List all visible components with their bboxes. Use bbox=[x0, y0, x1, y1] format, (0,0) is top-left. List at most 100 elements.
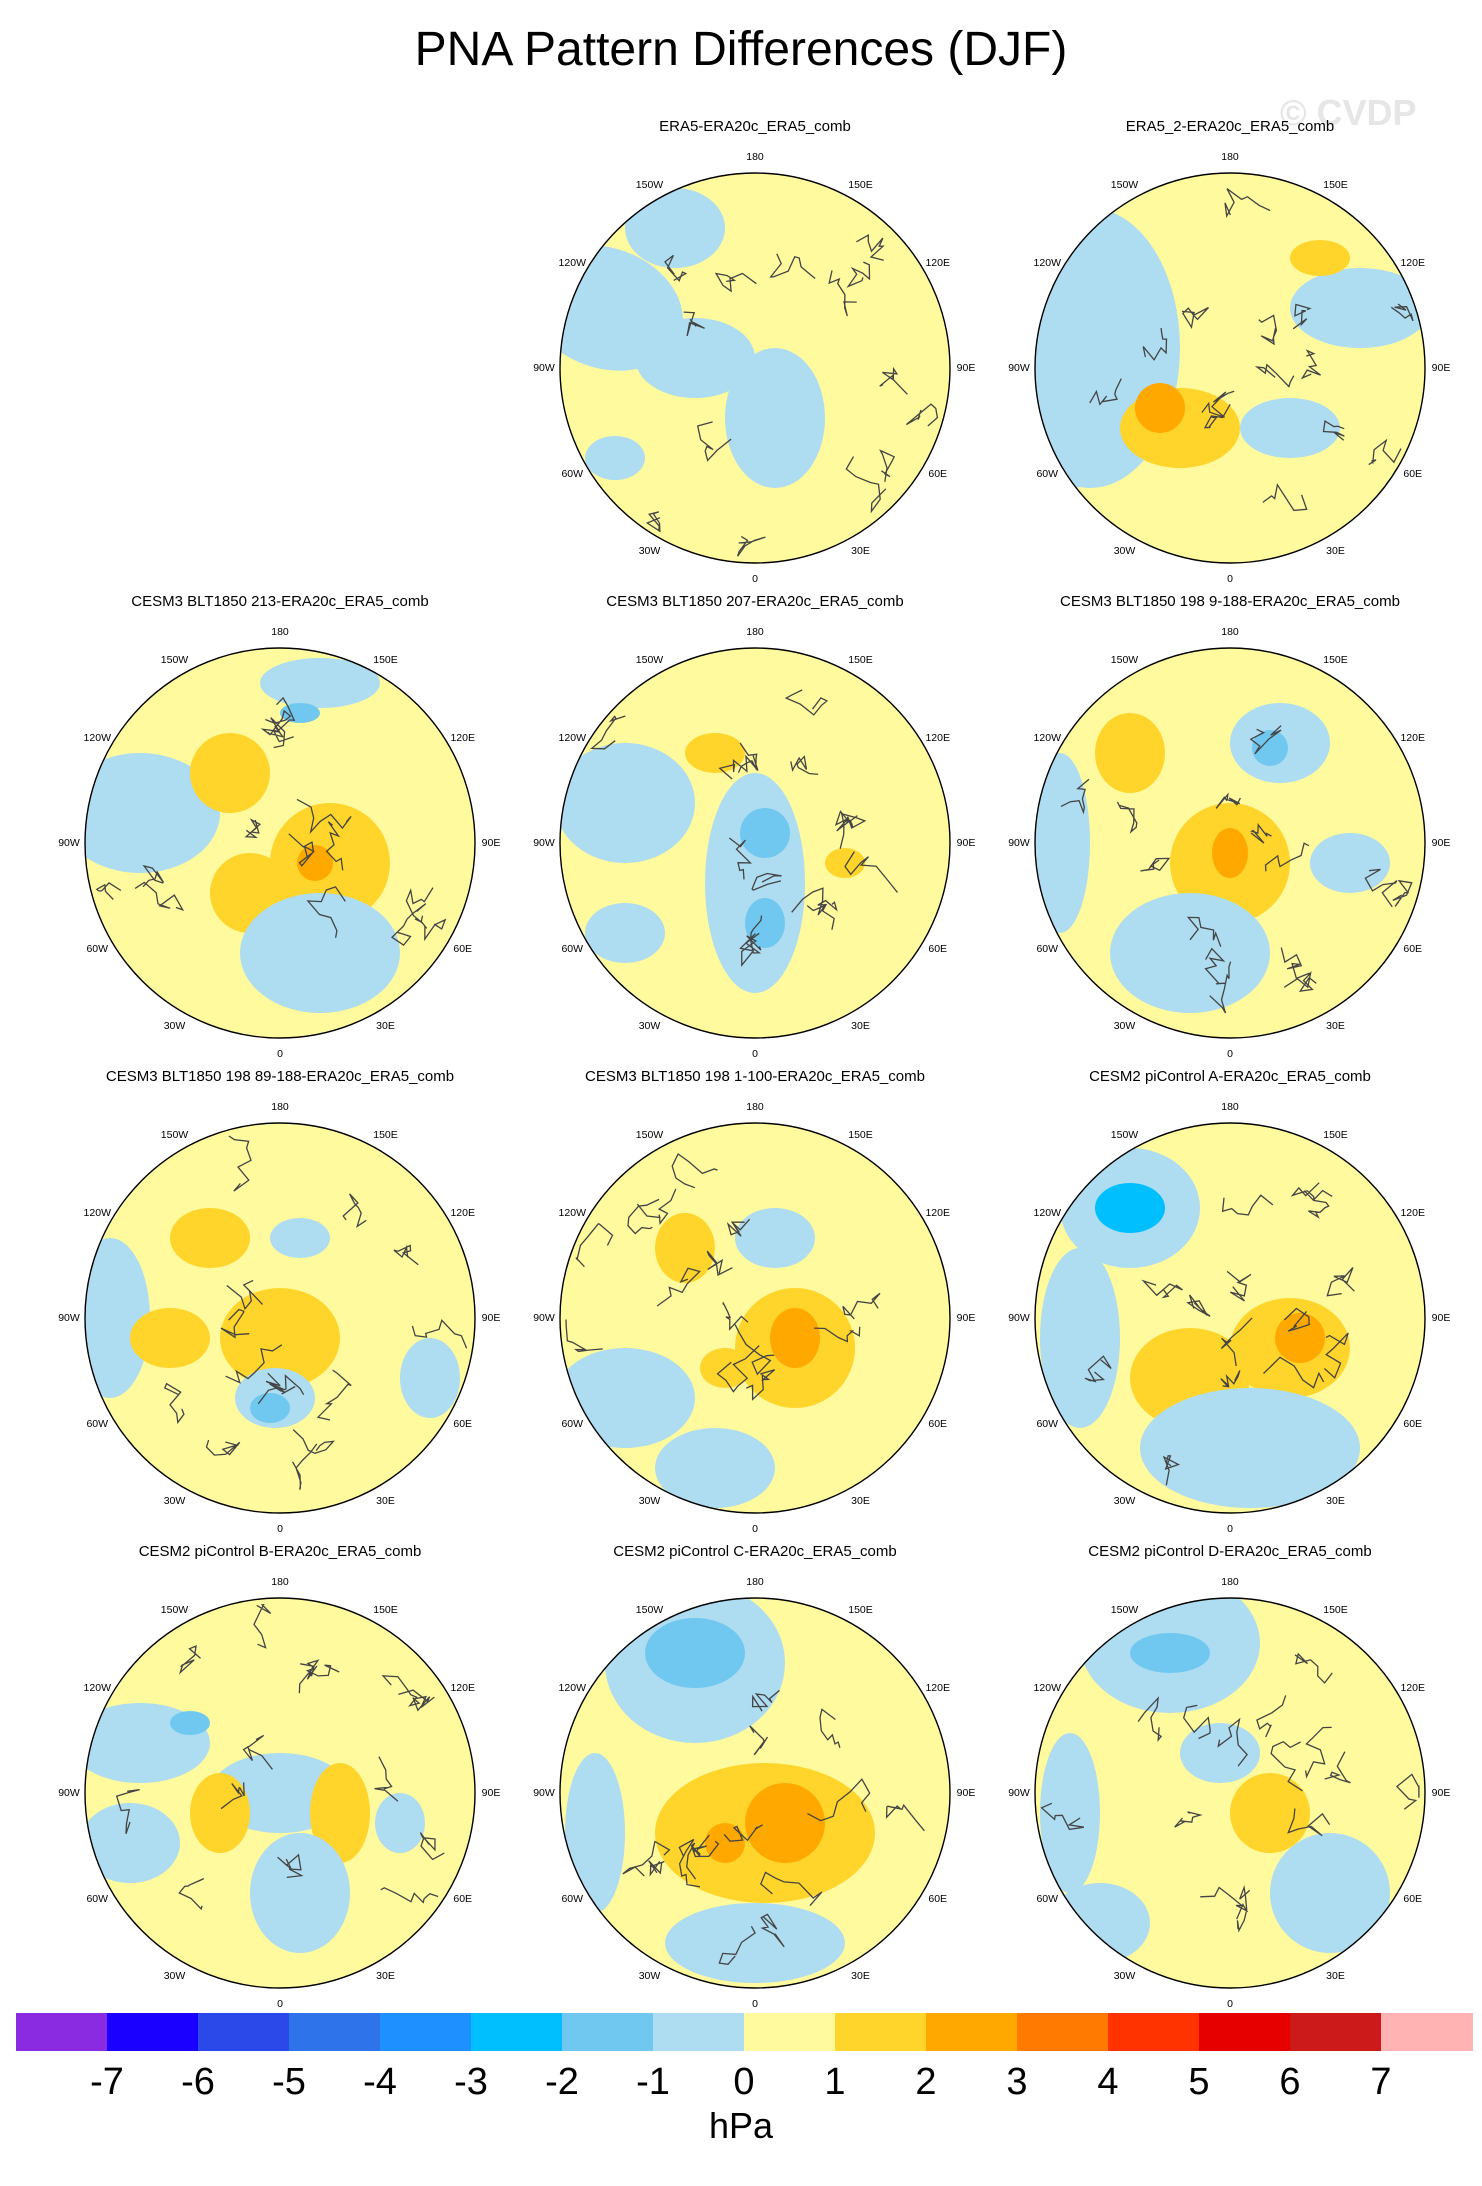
map-border bbox=[1034, 647, 1426, 1039]
polar-map bbox=[559, 1122, 951, 1514]
longitude-label: 60W bbox=[1036, 467, 1059, 480]
longitude-label: 60E bbox=[928, 1892, 948, 1905]
anomaly-region bbox=[190, 1773, 250, 1853]
longitude-label: 150W bbox=[160, 654, 189, 667]
longitude-label: 180 bbox=[271, 1576, 289, 1588]
coastline bbox=[565, 1153, 881, 1401]
colorbar-tick-label: 7 bbox=[1370, 2061, 1392, 2103]
coastline bbox=[1060, 725, 1413, 1014]
anomaly-region bbox=[85, 1803, 180, 1883]
anomaly-region bbox=[560, 1348, 695, 1448]
anomaly-region bbox=[1050, 1883, 1150, 1963]
longitude-label: 60W bbox=[86, 1417, 109, 1430]
longitude-label: 30E bbox=[1326, 1019, 1345, 1032]
polar-map bbox=[84, 647, 476, 1039]
map-panel: ERA5-ERA20c_ERA5_comb 180 150E 120E 90E 60E 30… bbox=[533, 118, 975, 588]
longitude-label: 120E bbox=[450, 1681, 475, 1694]
anomaly-region bbox=[190, 733, 270, 813]
anomaly-region bbox=[1110, 893, 1270, 1013]
longitude-label: 120E bbox=[1400, 731, 1425, 744]
longitude-label: 60W bbox=[86, 1892, 109, 1905]
longitude-label: 150E bbox=[848, 179, 873, 192]
map-panel: CESM3 BLT1850 207-ERA20c_ERA5_comb 180 150… bbox=[533, 593, 975, 1063]
longitude-label: 150E bbox=[848, 1129, 873, 1142]
colorbar-swatch bbox=[1290, 2013, 1382, 2051]
longitude-label: 60W bbox=[561, 942, 584, 955]
coastline bbox=[1084, 1182, 1355, 1486]
longitude-label: 30W bbox=[1113, 1019, 1136, 1032]
longitude-label: 30W bbox=[638, 1494, 661, 1507]
panel-title: ERA5-ERA20c_ERA5_comb bbox=[659, 118, 851, 135]
longitude-label: 120W bbox=[83, 1681, 111, 1694]
map-panel: CESM2 piControl B-ERA20c_ERA5_comb 180 150… bbox=[58, 1543, 500, 2013]
colorbar-tick-label: 1 bbox=[824, 2061, 846, 2103]
longitude-label: 120E bbox=[1400, 1681, 1425, 1694]
anomaly-region bbox=[1290, 240, 1350, 276]
longitude-label: 180 bbox=[271, 626, 289, 638]
longitude-label: 90W bbox=[58, 1787, 80, 1799]
longitude-label: 30W bbox=[1113, 1969, 1136, 1982]
longitude-label: 90E bbox=[956, 1312, 976, 1324]
longitude-label: 0 bbox=[277, 1048, 283, 1060]
coastline bbox=[163, 1135, 468, 1490]
polar-map bbox=[1034, 647, 1426, 1039]
longitude-label: 60W bbox=[86, 942, 109, 955]
coastline bbox=[622, 1689, 925, 1965]
longitude-label: 180 bbox=[1221, 1101, 1239, 1113]
longitude-label: 90E bbox=[1431, 837, 1451, 849]
map-panel: CESM3 BLT1850 213-ERA20c_ERA5_comb 180 150… bbox=[58, 593, 500, 1063]
longitude-label: 0 bbox=[752, 573, 758, 585]
map-border bbox=[1034, 172, 1426, 564]
map-border bbox=[84, 647, 476, 1039]
colorbar-tick-label: 0 bbox=[733, 2061, 755, 2103]
longitude-label: 90E bbox=[1431, 1787, 1451, 1799]
longitude-label: 60E bbox=[453, 1417, 473, 1430]
panel-title: CESM2 piControl D-ERA20c_ERA5_comb bbox=[1088, 1543, 1372, 1560]
longitude-label: 30W bbox=[638, 1019, 661, 1032]
longitude-label: 90W bbox=[533, 362, 555, 374]
longitude-label: 150W bbox=[160, 1604, 189, 1617]
colorbar-tick-label: -1 bbox=[636, 2061, 670, 2103]
coastline bbox=[95, 696, 447, 946]
anomaly-region bbox=[635, 318, 755, 398]
colorbar-tick-label: -5 bbox=[272, 2061, 306, 2103]
longitude-label: 30E bbox=[851, 1494, 870, 1507]
colorbar-swatch bbox=[562, 2013, 654, 2051]
longitude-label: 30E bbox=[376, 1494, 395, 1507]
colorbar-swatch bbox=[1017, 2013, 1109, 2051]
panel-title: CESM2 piControl C-ERA20c_ERA5_comb bbox=[613, 1543, 897, 1560]
polar-map bbox=[84, 1122, 476, 1514]
anomaly-region bbox=[130, 1308, 210, 1368]
anomaly-region bbox=[705, 1823, 745, 1863]
panel-title: CESM3 BLT1850 207-ERA20c_ERA5_comb bbox=[606, 593, 904, 610]
panel-title: CESM2 piControl A-ERA20c_ERA5_comb bbox=[1089, 1068, 1371, 1085]
colorbar-swatch bbox=[198, 2013, 290, 2051]
polar-map bbox=[559, 1597, 951, 1989]
longitude-label: 120E bbox=[1400, 1206, 1425, 1219]
colorbar bbox=[16, 2013, 1473, 2051]
map-panel: CESM2 piControl C-ERA20c_ERA5_comb 180 150… bbox=[533, 1543, 975, 2013]
longitude-label: 90W bbox=[533, 1312, 555, 1324]
anomaly-region bbox=[170, 1208, 250, 1268]
longitude-label: 120W bbox=[83, 1206, 111, 1219]
map-border bbox=[1034, 1597, 1426, 1989]
longitude-label: 0 bbox=[752, 1998, 758, 2010]
longitude-label: 30E bbox=[851, 1969, 870, 1982]
longitude-label: 150E bbox=[1323, 654, 1348, 667]
anomaly-region bbox=[585, 903, 665, 963]
longitude-label: 150W bbox=[1110, 179, 1139, 192]
colorbar-tick-label: 2 bbox=[915, 2061, 937, 2103]
longitude-label: 90E bbox=[481, 1312, 501, 1324]
longitude-label: 150E bbox=[373, 654, 398, 667]
anomaly-region bbox=[1040, 1248, 1120, 1428]
anomaly-region bbox=[725, 348, 825, 488]
longitude-label: 150W bbox=[635, 1604, 664, 1617]
longitude-label: 150E bbox=[1323, 179, 1348, 192]
longitude-label: 120E bbox=[1400, 256, 1425, 269]
colorbar-swatch bbox=[16, 2013, 108, 2051]
longitude-label: 30E bbox=[1326, 544, 1345, 557]
anomaly-region bbox=[1180, 1723, 1260, 1783]
longitude-label: 60W bbox=[561, 1892, 584, 1905]
anomaly-region bbox=[745, 898, 785, 948]
anomaly-region bbox=[170, 1711, 210, 1735]
